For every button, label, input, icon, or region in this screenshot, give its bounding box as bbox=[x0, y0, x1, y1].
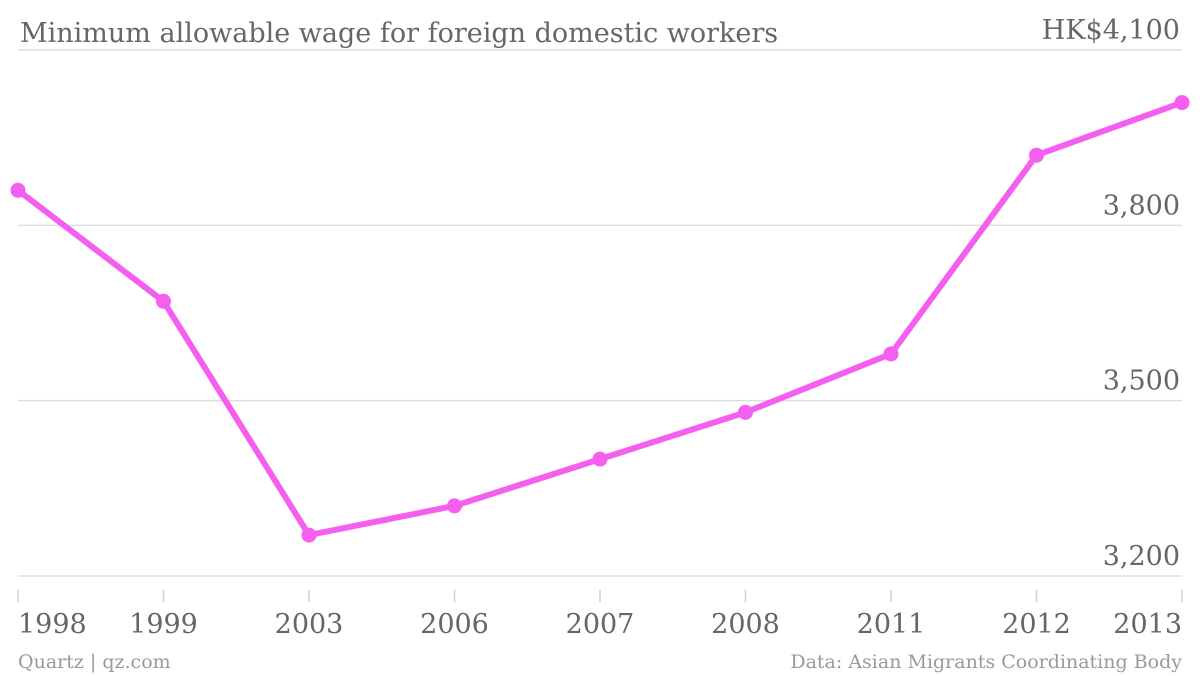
y-tick-label: 3,500 bbox=[1103, 366, 1180, 397]
x-tick-label: 2003 bbox=[275, 609, 344, 640]
data-point bbox=[447, 498, 462, 514]
x-tick-label: 1999 bbox=[129, 609, 198, 640]
chart-title: Minimum allowable wage for foreign domes… bbox=[20, 18, 778, 49]
x-tick-label: 2012 bbox=[1002, 609, 1071, 640]
x-axis-labels: 1998 1999 2003 2006 2007 2008 2011 2012 2013 bbox=[18, 609, 1182, 640]
x-tick-label: 2007 bbox=[566, 609, 635, 640]
y-tick-label: 3,200 bbox=[1103, 541, 1180, 572]
data-point bbox=[1174, 95, 1190, 111]
x-tick-label: 2011 bbox=[857, 609, 926, 640]
y-tick-label: 3,800 bbox=[1103, 190, 1180, 221]
y-tick-label: HK$4,100 bbox=[1042, 15, 1180, 46]
x-axis-ticks bbox=[17, 590, 1183, 602]
series-line bbox=[15, 99, 1185, 539]
series-lines bbox=[15, 99, 1185, 539]
data-point bbox=[10, 182, 26, 198]
y-axis-labels: HK$4,100 3,800 3,500 3,200 bbox=[1042, 15, 1180, 572]
data-point bbox=[301, 527, 317, 543]
data-point bbox=[592, 451, 608, 467]
data-point bbox=[156, 293, 171, 309]
data-point bbox=[1029, 147, 1044, 163]
data-point bbox=[738, 404, 753, 420]
gridlines bbox=[18, 49, 1182, 577]
x-tick-label: 2008 bbox=[711, 609, 780, 640]
footer-credit: Quartz | qz.com bbox=[18, 651, 171, 673]
x-tick-label: 2013 bbox=[1113, 609, 1182, 640]
footer-source: Data: Asian Migrants Coordinating Body bbox=[790, 651, 1182, 673]
x-tick-label: 2006 bbox=[420, 609, 489, 640]
x-tick-label: 1998 bbox=[18, 609, 87, 640]
series-points bbox=[10, 95, 1190, 543]
data-point bbox=[883, 346, 899, 362]
